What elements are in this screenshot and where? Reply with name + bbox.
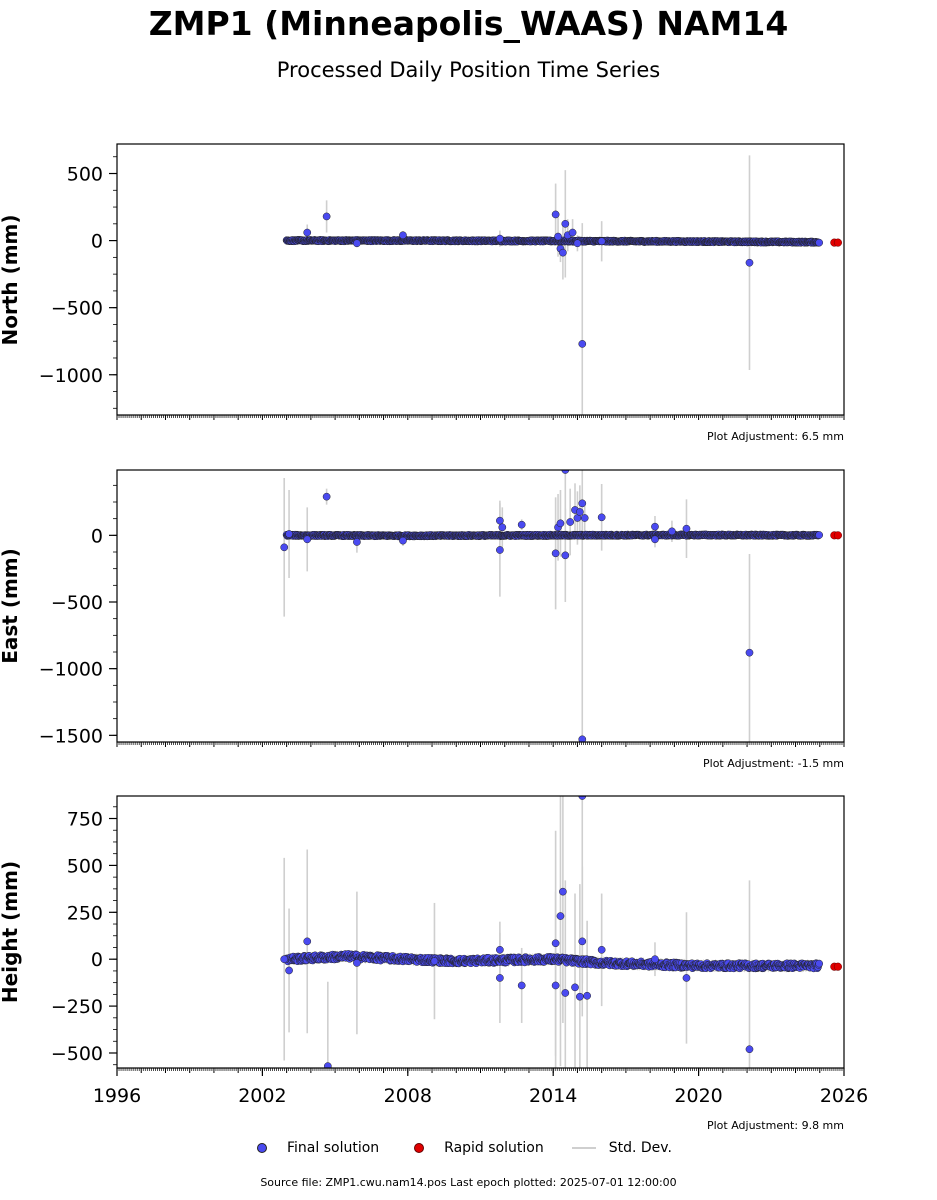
north-final-point (573, 239, 582, 248)
east-final-point (682, 524, 691, 533)
east-y-tick-label: −1500 (39, 725, 103, 747)
east-rapid-point (833, 531, 842, 540)
north-final-point (554, 232, 562, 241)
east-final-point (578, 735, 587, 742)
height-plot-area (280, 796, 842, 1068)
north-final-point (496, 234, 504, 243)
east-final-point (399, 536, 407, 545)
east-final-point (303, 535, 312, 544)
north-plot-area (282, 155, 842, 415)
east-final-point (285, 530, 293, 538)
north-y-tick-label: 0 (91, 231, 103, 253)
east-final-point (496, 516, 504, 525)
east-final-point (561, 470, 570, 474)
east-final-point (578, 499, 587, 508)
east-final-point (580, 514, 589, 522)
east-final-point (322, 492, 331, 501)
east-panel: 0 −500 −1000 −1500 East (mm) Plot Adjustment:… (0, 469, 845, 770)
north-final-point (745, 258, 754, 267)
east-y-tick-label: 0 (91, 525, 103, 547)
north-y-tick-label: −500 (51, 298, 103, 320)
north-final-point (815, 238, 824, 247)
height-panel: 1996 2002 2008 2014 2020 20267505002500−250−5… (0, 795, 868, 1132)
east-final-point (651, 522, 659, 531)
east-y-axis-label: East (mm) (0, 548, 22, 664)
east-axes-frame (116, 469, 845, 743)
north-final-point (578, 340, 587, 348)
north-final-point (353, 239, 361, 248)
north-y-tick-label: −1000 (39, 365, 103, 387)
east-final-point (576, 508, 584, 516)
east-y-tick-label: −500 (51, 592, 103, 614)
figure-subtitle: Processed Daily Position Time Series (276, 58, 661, 82)
east-final-point (815, 531, 824, 539)
figure-title: ZMP1 (Minneapolis_WAAS) NAM14 (148, 4, 789, 43)
north-y-tick-label: 500 (67, 164, 103, 186)
east-plot-adjustment: Plot Adjustment: -1.5 mm (703, 757, 844, 770)
east-final-point (498, 523, 507, 532)
east-final-point (556, 519, 565, 528)
east-final-point (668, 527, 676, 536)
north-y-axis-label: North (mm) (0, 214, 22, 345)
north-final-point (597, 237, 606, 246)
east-final-point (561, 551, 570, 560)
east-plot-area (280, 470, 842, 742)
east-final-point (280, 543, 289, 552)
north-final-point (322, 212, 331, 221)
north-rapid-point (833, 238, 842, 247)
east-final-point (745, 648, 754, 657)
east-final-point (551, 549, 560, 558)
north-panel: 500 0 −500 −1000 North (mm) Plot Adjustment: … (0, 143, 845, 443)
east-final-point (496, 546, 504, 554)
north-final-point (303, 228, 312, 237)
east-y-tick-label: −1000 (39, 659, 103, 681)
north-final-point (559, 248, 567, 257)
north-final-point (568, 228, 577, 237)
east-final-point (597, 513, 606, 522)
north-final-point (399, 231, 407, 240)
north-final-point (561, 219, 570, 228)
north-final-point (551, 210, 560, 219)
north-axes-frame (116, 143, 845, 416)
east-final-point (517, 520, 526, 529)
east-final-point (566, 518, 575, 526)
east-final-point (353, 538, 361, 546)
east-final-point (651, 535, 659, 544)
north-plot-adjustment: Plot Adjustment: 6.5 mm (707, 430, 844, 443)
